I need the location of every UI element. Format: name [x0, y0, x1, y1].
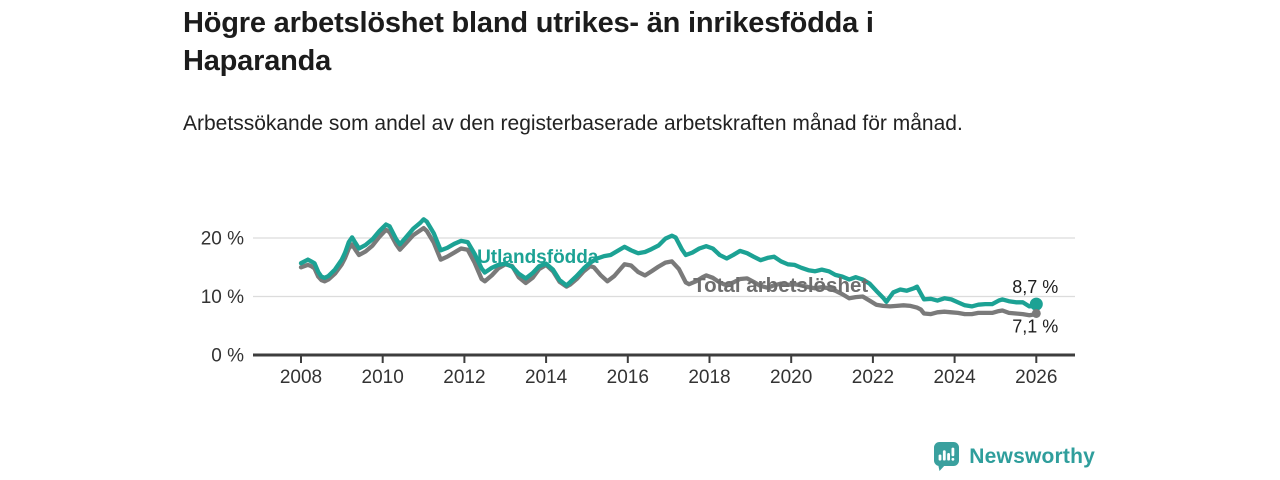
x-tick-label: 2026 [1015, 367, 1057, 388]
series-end-value: 7,1 % [1012, 316, 1058, 336]
page-title: Högre arbetslöshet bland utrikes- än inr… [183, 7, 874, 78]
series-end-dot [1031, 308, 1041, 318]
y-tick-label: 10 % [201, 287, 244, 308]
x-tick-label: 2020 [770, 367, 812, 388]
x-tick-label: 2018 [688, 367, 730, 388]
brand-name: Newsworthy [969, 444, 1095, 468]
series-label: Utlandsfödda [477, 247, 599, 268]
x-tick-label: 2016 [607, 367, 649, 388]
series-line-Utlandsfödda [298, 217, 1039, 309]
x-tick-label: 2012 [443, 367, 485, 388]
x-tick-label: 2010 [362, 367, 404, 388]
x-tick-label: 2008 [280, 367, 322, 388]
x-tick-label: 2024 [933, 367, 976, 388]
y-tick-label: 0 % [211, 346, 244, 367]
x-tick-label: 2022 [852, 367, 894, 388]
series-end-value: 8,7 % [1012, 277, 1058, 297]
unemployment-line-chart: 2008 2010 2012 2014 2016 2018 2020 2022 2024 2026… [170, 203, 1100, 403]
series-end-dot [1029, 297, 1043, 311]
y-tick-label: 20 % [201, 229, 244, 250]
x-tick-label: 2014 [525, 367, 568, 388]
bar-chart-bubble-icon [933, 441, 960, 472]
brand-footer: Newsworthy [933, 441, 1095, 472]
series-line-Total arbetslöshet [298, 225, 1039, 318]
series-label: Total arbetslöshet [693, 274, 868, 297]
chart-subtitle: Arbetssökande som andel av den registerb… [183, 112, 963, 135]
